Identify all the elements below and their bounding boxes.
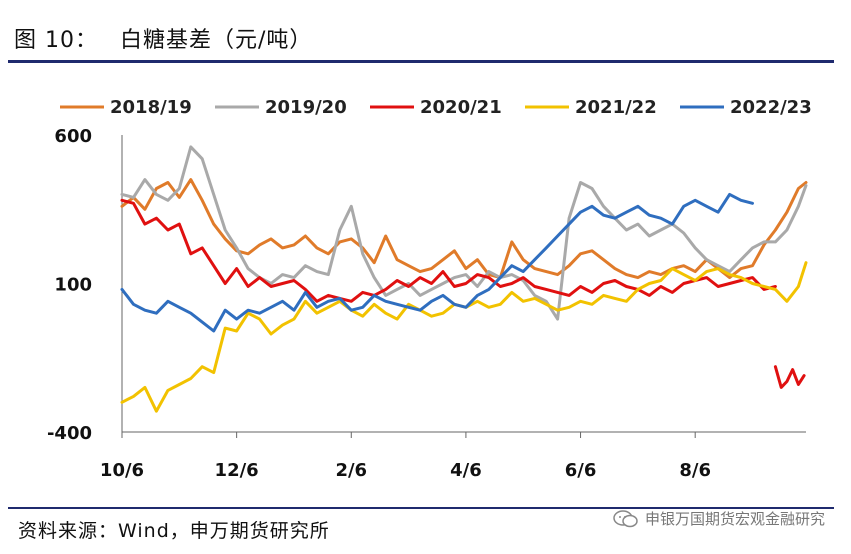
y-tick-label: 600 <box>54 126 92 147</box>
wechat-icon <box>613 509 638 527</box>
legend-label: 2018/19 <box>110 97 192 118</box>
axes: -400 100 600 10/6 12/6 2/6 4/6 6/6 8/6 <box>47 126 806 481</box>
x-tick-label: 8/6 <box>679 460 711 481</box>
chart-title: 白糖基差（元/吨） <box>120 28 313 53</box>
bottom-rule <box>8 507 834 509</box>
figure-title: 图 10： 白糖基差（元/吨） <box>14 22 312 54</box>
source-note: 资料来源：Wind，申万期货研究所 <box>18 520 330 542</box>
x-tick-label: 4/6 <box>450 460 482 481</box>
legend-label: 2021/22 <box>575 97 657 118</box>
series-line-2019-20 <box>120 145 808 321</box>
legend: 2018/19 2019/20 2020/21 2021/22 2022/23 <box>60 97 812 118</box>
series-line-2020-21-tail <box>773 365 806 389</box>
watermark-text: 申银万国期货宏观金融研究 <box>644 510 825 528</box>
x-tick-label: 10/6 <box>100 460 144 481</box>
y-tick-label: -400 <box>47 423 92 444</box>
watermark: 申银万国期货宏观金融研究 <box>613 508 825 529</box>
legend-label: 2022/23 <box>730 97 812 118</box>
series-line-2022-23 <box>120 192 754 333</box>
legend-label: 2020/21 <box>420 97 502 118</box>
series-layer <box>120 145 808 413</box>
x-tick-label: 2/6 <box>335 460 367 481</box>
legend-label: 2019/20 <box>265 97 347 118</box>
top-rule <box>8 60 834 63</box>
figure-number: 图 10： <box>14 28 98 53</box>
x-tick-label: 12/6 <box>215 460 259 481</box>
y-tick-label: 100 <box>54 275 92 296</box>
series-line-2020-21 <box>120 198 777 303</box>
x-tick-label: 6/6 <box>565 460 597 481</box>
